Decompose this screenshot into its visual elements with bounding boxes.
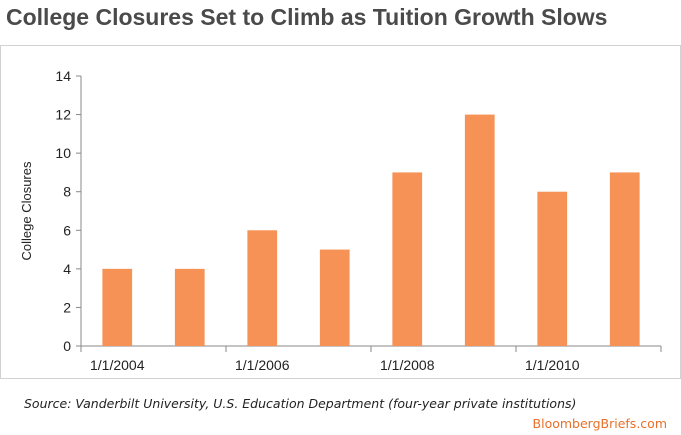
source-note: Source: Vanderbilt University, U.S. Educ…	[24, 396, 577, 411]
chart-title: College Closures Set to Climb as Tuition…	[6, 4, 608, 30]
bar-2010	[537, 191, 568, 346]
y-tick-label: 8	[63, 184, 71, 200]
y-tick-label: 6	[63, 222, 71, 238]
x-tick-label: 1/1/2004	[90, 357, 145, 373]
bar-2005	[174, 268, 205, 346]
y-tick-label: 10	[55, 145, 71, 161]
y-axis-label: College Closures	[19, 161, 34, 260]
y-tick-label: 14	[55, 68, 71, 84]
y-tick-label: 2	[63, 299, 71, 315]
brand-label: BloombergBriefs.com	[532, 416, 667, 431]
chart-frame: 0 2 4 6 8 10 12 14 1/1/2004 1/1/2006 1/1/2008 1/1/…	[0, 45, 681, 379]
x-tick-label: 1/1/2010	[525, 357, 580, 373]
bar-2006	[247, 230, 278, 346]
y-tick-label: 4	[63, 261, 71, 277]
x-tick-label: 1/1/2006	[235, 357, 290, 373]
bar-2011	[609, 172, 640, 346]
bar-2007	[319, 249, 350, 346]
bar-2009	[464, 114, 495, 346]
bars	[102, 114, 640, 346]
bar-2004	[102, 268, 133, 346]
x-axis: 1/1/2004 1/1/2006 1/1/2008 1/1/2010	[80, 345, 662, 373]
x-tick-label: 1/1/2008	[380, 357, 435, 373]
y-axis: 0 2 4 6 8 10 12 14	[55, 68, 82, 354]
bar-2008	[392, 172, 423, 346]
y-tick-label: 0	[63, 338, 71, 354]
y-tick-label: 12	[55, 107, 71, 123]
